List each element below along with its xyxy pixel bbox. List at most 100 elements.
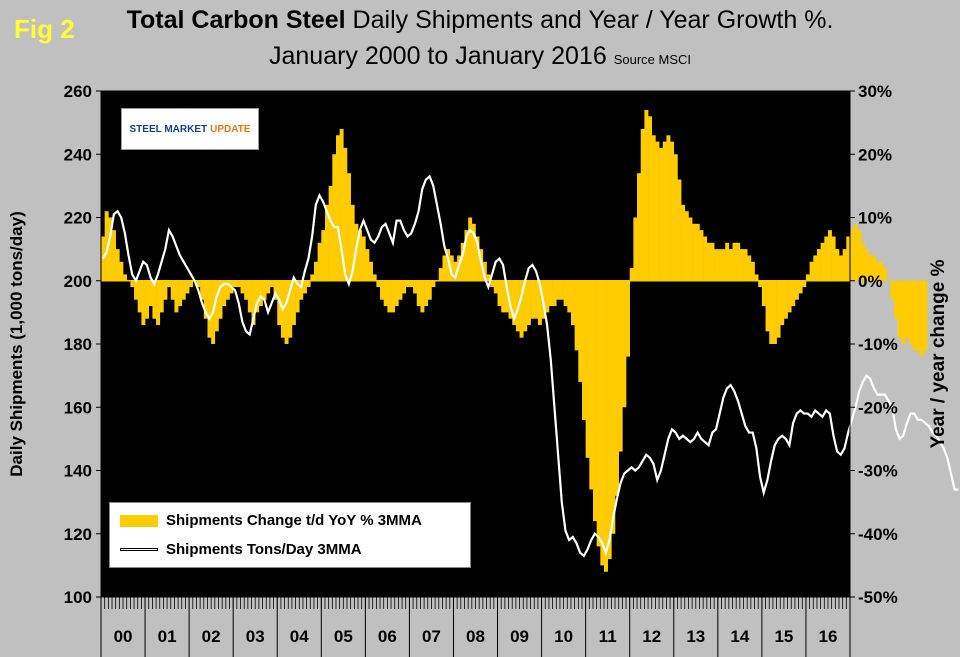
bar (559, 280, 564, 300)
bar (703, 236, 708, 281)
bar (607, 280, 612, 560)
chart-title: Total Carbon Steel Daily Shipments and Y… (0, 6, 960, 35)
bar (666, 135, 671, 281)
bar (563, 280, 568, 307)
bar (251, 280, 256, 326)
bar (163, 280, 168, 300)
bar (725, 242, 730, 281)
bar (864, 249, 869, 281)
year-label: 01 (158, 627, 177, 646)
legend-label-bars: Shipments Change t/d YoY % 3MMA (166, 512, 422, 529)
legend: Shipments Change t/d YoY % 3MMA Shipment… (109, 502, 471, 568)
bar (758, 280, 763, 288)
bar (214, 280, 219, 332)
bar (592, 280, 597, 522)
bar (615, 280, 619, 496)
bar (486, 274, 491, 281)
bar (842, 249, 847, 281)
bar (651, 135, 656, 281)
bar (883, 268, 888, 281)
bar (861, 242, 865, 281)
bar (750, 261, 755, 281)
year-label: 04 (290, 627, 309, 646)
month-ticks (100, 597, 851, 609)
bar (574, 280, 579, 351)
legend-swatch-line (120, 548, 158, 551)
bar (398, 280, 403, 300)
bar (534, 280, 539, 319)
bar (207, 280, 212, 338)
bar (497, 280, 502, 307)
logo-main: STEEL MARKET (129, 123, 208, 135)
bar (611, 280, 616, 534)
bar (743, 249, 748, 281)
year-label: 11 (599, 627, 617, 646)
year-label: 15 (774, 627, 793, 646)
bar (659, 147, 664, 281)
year-label: 07 (422, 627, 441, 646)
figure-label: Fig 2 (14, 14, 75, 44)
bar (695, 223, 700, 281)
left-tick-label: 180 (64, 335, 92, 354)
bar (431, 280, 436, 288)
bar (387, 280, 392, 313)
bar (901, 280, 906, 344)
bar (919, 280, 924, 357)
bar (119, 261, 124, 281)
bar (376, 280, 381, 288)
bar (358, 230, 362, 281)
bar (189, 280, 194, 288)
bar (313, 261, 318, 281)
chart-title-bold: Total Carbon Steel (126, 6, 346, 34)
bar (537, 280, 542, 326)
bar (548, 280, 553, 307)
right-tick-label: -20% (858, 398, 898, 417)
bar (739, 249, 744, 281)
bar (622, 280, 627, 408)
bar (369, 261, 373, 281)
bar (383, 280, 388, 307)
bar (365, 249, 370, 281)
bar (350, 204, 355, 281)
bar (519, 280, 524, 338)
bar (170, 280, 175, 300)
year-label: 06 (378, 627, 397, 646)
bar (670, 141, 675, 281)
bar (123, 274, 127, 281)
bar (295, 280, 300, 313)
chart-subtitle-text: January 2000 to January 2016 (268, 42, 607, 70)
bar (324, 204, 329, 281)
bar (831, 236, 836, 281)
bar (699, 230, 704, 281)
year-label: 00 (114, 627, 133, 646)
bar (141, 280, 146, 326)
year-label: 08 (466, 627, 485, 646)
right-tick-label: -10% (858, 335, 898, 354)
logo-accent: UPDATE (210, 123, 251, 135)
line-series (101, 174, 959, 558)
bar (545, 280, 550, 313)
bar (912, 280, 917, 351)
bar (391, 280, 396, 313)
bar (449, 255, 454, 281)
bar (754, 274, 759, 281)
bar (372, 274, 377, 281)
bar (776, 280, 781, 338)
legend-item-line: Shipments Tons/Day 3MMA (120, 541, 362, 558)
bar (629, 268, 634, 281)
chart-subtitle: January 2000 to January 2016 Source MSCI (0, 42, 960, 71)
right-tick-label: 10% (858, 209, 892, 228)
bar (347, 173, 351, 281)
y2-axis-title: Year / year change % (928, 259, 949, 448)
bar (174, 280, 179, 313)
bar (196, 280, 201, 288)
bar (886, 280, 891, 282)
bar (908, 280, 913, 344)
bar (780, 280, 785, 326)
bar (530, 280, 535, 319)
bar (648, 116, 653, 281)
bar (115, 249, 120, 281)
bar (692, 223, 697, 281)
bar (218, 280, 223, 319)
year-label: 05 (334, 627, 353, 646)
